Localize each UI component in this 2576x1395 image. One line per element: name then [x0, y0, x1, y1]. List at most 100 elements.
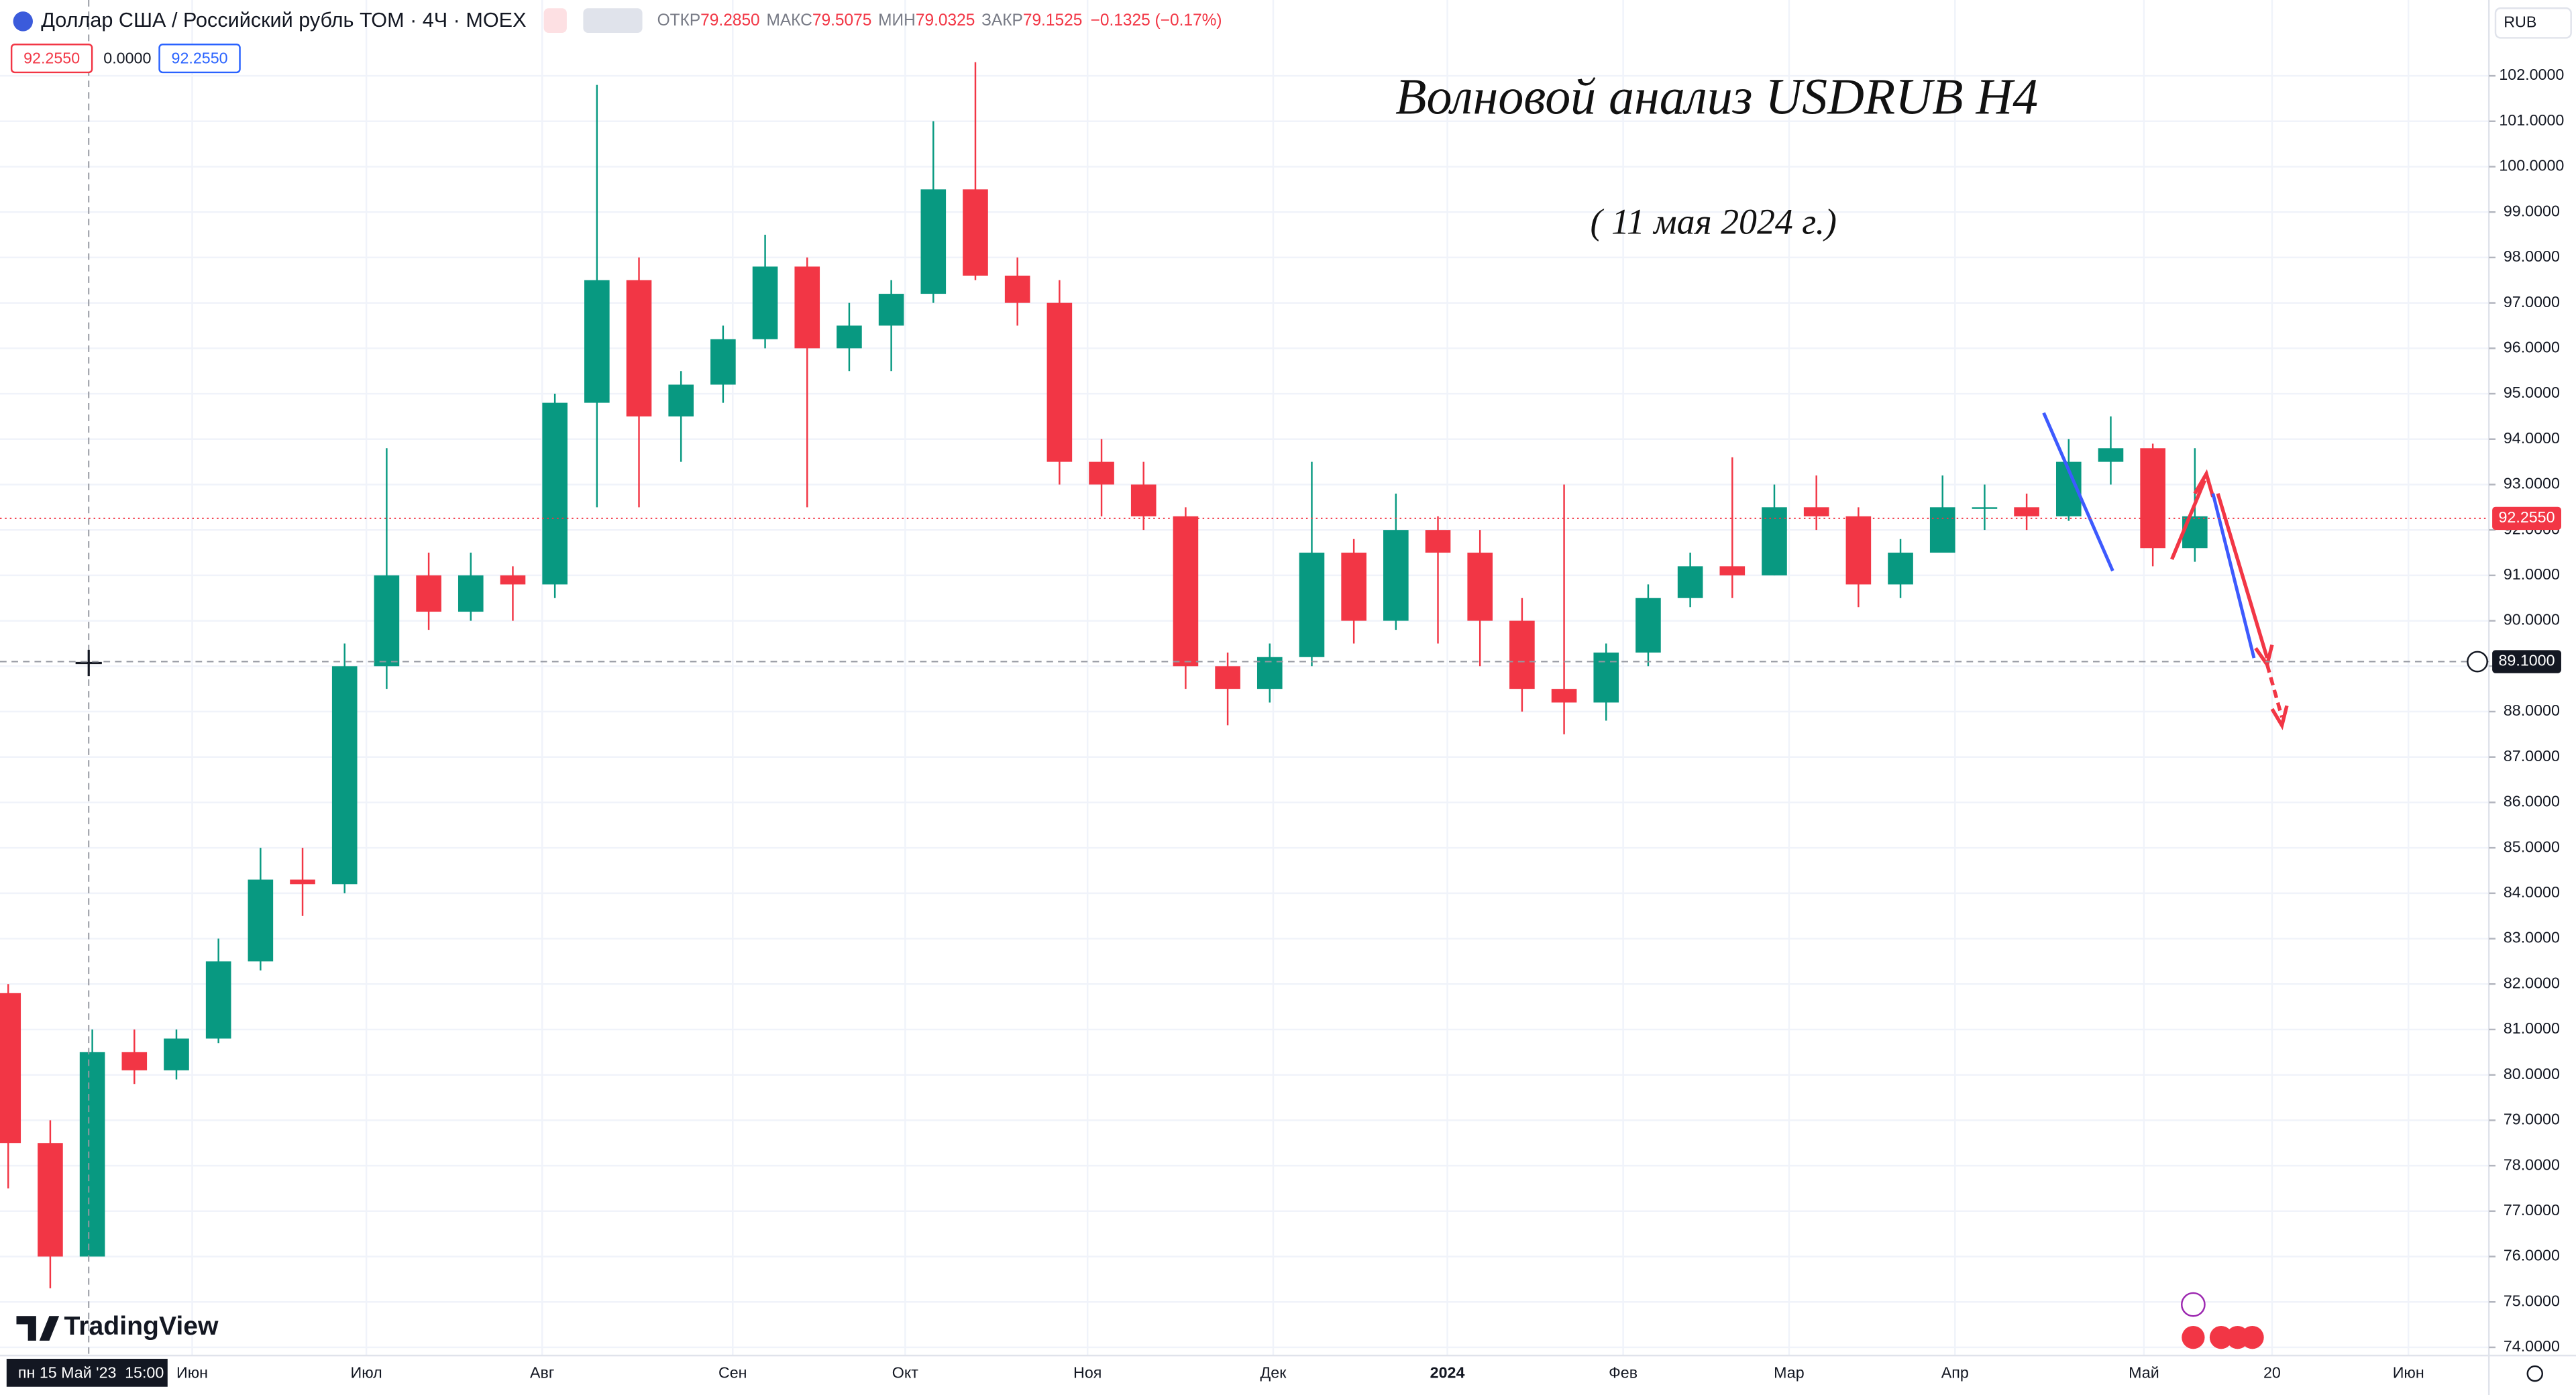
candle-body	[1972, 507, 1998, 509]
x-tick-label: Ноя	[1073, 1363, 1102, 1381]
y-tick-label: 88.0000	[2504, 702, 2560, 719]
crosshair-price-box	[2492, 650, 2561, 673]
ohlc-label: МАКС	[766, 11, 812, 30]
candle-body	[1551, 689, 1577, 703]
y-tick-label: 93.0000	[2504, 475, 2560, 492]
settings-icon[interactable]	[2526, 1365, 2544, 1382]
candle-body	[837, 325, 862, 349]
candle-body	[2014, 507, 2039, 516]
y-tick-label: 90.0000	[2504, 611, 2560, 628]
y-tick-label: 78.0000	[2504, 1156, 2560, 1173]
candle-body	[1845, 516, 1872, 585]
crosshair-plus	[2467, 651, 2488, 673]
ohlc-label: МИН	[878, 11, 916, 30]
crosshair-hour: 15:00	[125, 1363, 164, 1381]
y-tick-label: 100.0000	[2499, 157, 2564, 174]
y-tick-label: 87.0000	[2504, 747, 2560, 765]
y-tick-label: 84.0000	[2504, 883, 2560, 901]
spread-text: 0.0000	[103, 49, 151, 66]
candle-body	[79, 1052, 105, 1257]
y-tick-label: 96.0000	[2504, 338, 2560, 355]
flag-button[interactable]	[543, 8, 567, 34]
blue-line	[2211, 493, 2256, 659]
candle-body	[878, 294, 904, 326]
y-tick-label: 75.0000	[2504, 1292, 2560, 1309]
y-tick-label: 101.0000	[2499, 111, 2564, 129]
indicator-toggle[interactable]	[583, 8, 643, 34]
x-tick-label: Дек	[1260, 1363, 1287, 1381]
blue-line	[2042, 412, 2114, 572]
x-tick-label: Авг	[530, 1363, 554, 1381]
price-lines: 92.2550 89.1000	[0, 506, 2561, 673]
candle-body	[920, 189, 947, 294]
x-tick-label: Окт	[892, 1363, 919, 1381]
y-tick-label: 98.0000	[2504, 247, 2560, 265]
crosshair-time: пн 15 Май '23	[18, 1363, 117, 1381]
candle-body	[584, 280, 610, 403]
y-tick-label: 77.0000	[2504, 1201, 2560, 1219]
event-icon[interactable]	[2209, 1325, 2233, 1349]
logo-mark	[16, 1316, 60, 1341]
candle-body	[1299, 553, 1325, 657]
last-price-label: 92.2550	[2499, 508, 2555, 526]
chart-title: Волновой анализ USDRUB H4	[1395, 68, 2038, 125]
ohlc-value: 79.0325	[916, 11, 975, 30]
event-icon[interactable]	[2182, 1325, 2205, 1349]
candle-body	[2098, 448, 2124, 462]
red-arrowhead	[2270, 705, 2289, 730]
y-tick-label: 95.0000	[2504, 384, 2560, 401]
candle-body	[1593, 652, 1619, 703]
event-icon[interactable]	[2241, 1325, 2264, 1349]
candle-body	[626, 280, 652, 416]
candle-body	[248, 879, 274, 962]
x-tick-label: Апр	[1941, 1363, 1969, 1381]
candle-body	[542, 402, 568, 585]
event-icon[interactable]	[2181, 1292, 2206, 1317]
candle-body	[1215, 666, 1240, 689]
currency-button[interactable]	[2494, 7, 2572, 39]
ohlc-label: ОТКР	[657, 11, 701, 30]
candle-body	[1803, 507, 1829, 516]
candle-body	[1173, 516, 1199, 667]
candle-body	[2140, 448, 2165, 549]
y-tick-label: 76.0000	[2504, 1247, 2560, 1264]
candle-body	[164, 1038, 189, 1070]
candle-body	[1762, 507, 1787, 575]
ohlc-line: ОТКР79.2850 МАКС79.5075 МИН79.0325 ЗАКР79.1…	[657, 11, 1222, 30]
candle-body	[1467, 553, 1493, 621]
crosshair-cursor	[75, 649, 102, 677]
candle-body	[458, 575, 484, 612]
ohlc-change: −0.1325 (−0.17%)	[1091, 11, 1222, 30]
candle-body	[205, 961, 231, 1039]
symbol-name: Доллар США / Российский рубль ТОМ · 4Ч ·…	[41, 9, 526, 32]
candle-body	[1635, 598, 1661, 653]
y-tick-label: 80.0000	[2504, 1065, 2560, 1082]
symbol-icon	[13, 11, 33, 32]
ohlc-value: 79.5075	[812, 11, 871, 30]
y-tick-label: 82.0000	[2504, 974, 2560, 991]
red-arrow	[2170, 480, 2207, 560]
x-tick-label: 2024	[1430, 1363, 1465, 1381]
candle-body	[1719, 566, 1746, 575]
candle-body	[1425, 530, 1451, 553]
candle-body	[668, 384, 694, 416]
candle-body	[500, 575, 526, 585]
y-tick-label: 86.0000	[2504, 793, 2560, 810]
y-tick-label: 79.0000	[2504, 1111, 2560, 1128]
candle-body	[121, 1052, 148, 1070]
y-tick-label: 102.0000	[2499, 66, 2564, 83]
x-axis: Июн Июл Авг Сен Окт Ноя Дек 2024 Фев Мар Апр Май 20 И…	[176, 1363, 2424, 1381]
y-tick-label: 91.0000	[2504, 565, 2560, 583]
candle-body	[1089, 461, 1114, 485]
y-tick-label: 83.0000	[2504, 929, 2560, 946]
candle-body	[1341, 553, 1366, 621]
candle-body	[331, 666, 358, 885]
candle-body	[290, 879, 315, 885]
candle-body	[38, 1143, 63, 1257]
candle-body	[1888, 553, 1913, 585]
y-tick-label: 94.0000	[2504, 429, 2560, 447]
candle-body	[1677, 566, 1703, 598]
candle-body	[794, 266, 820, 349]
